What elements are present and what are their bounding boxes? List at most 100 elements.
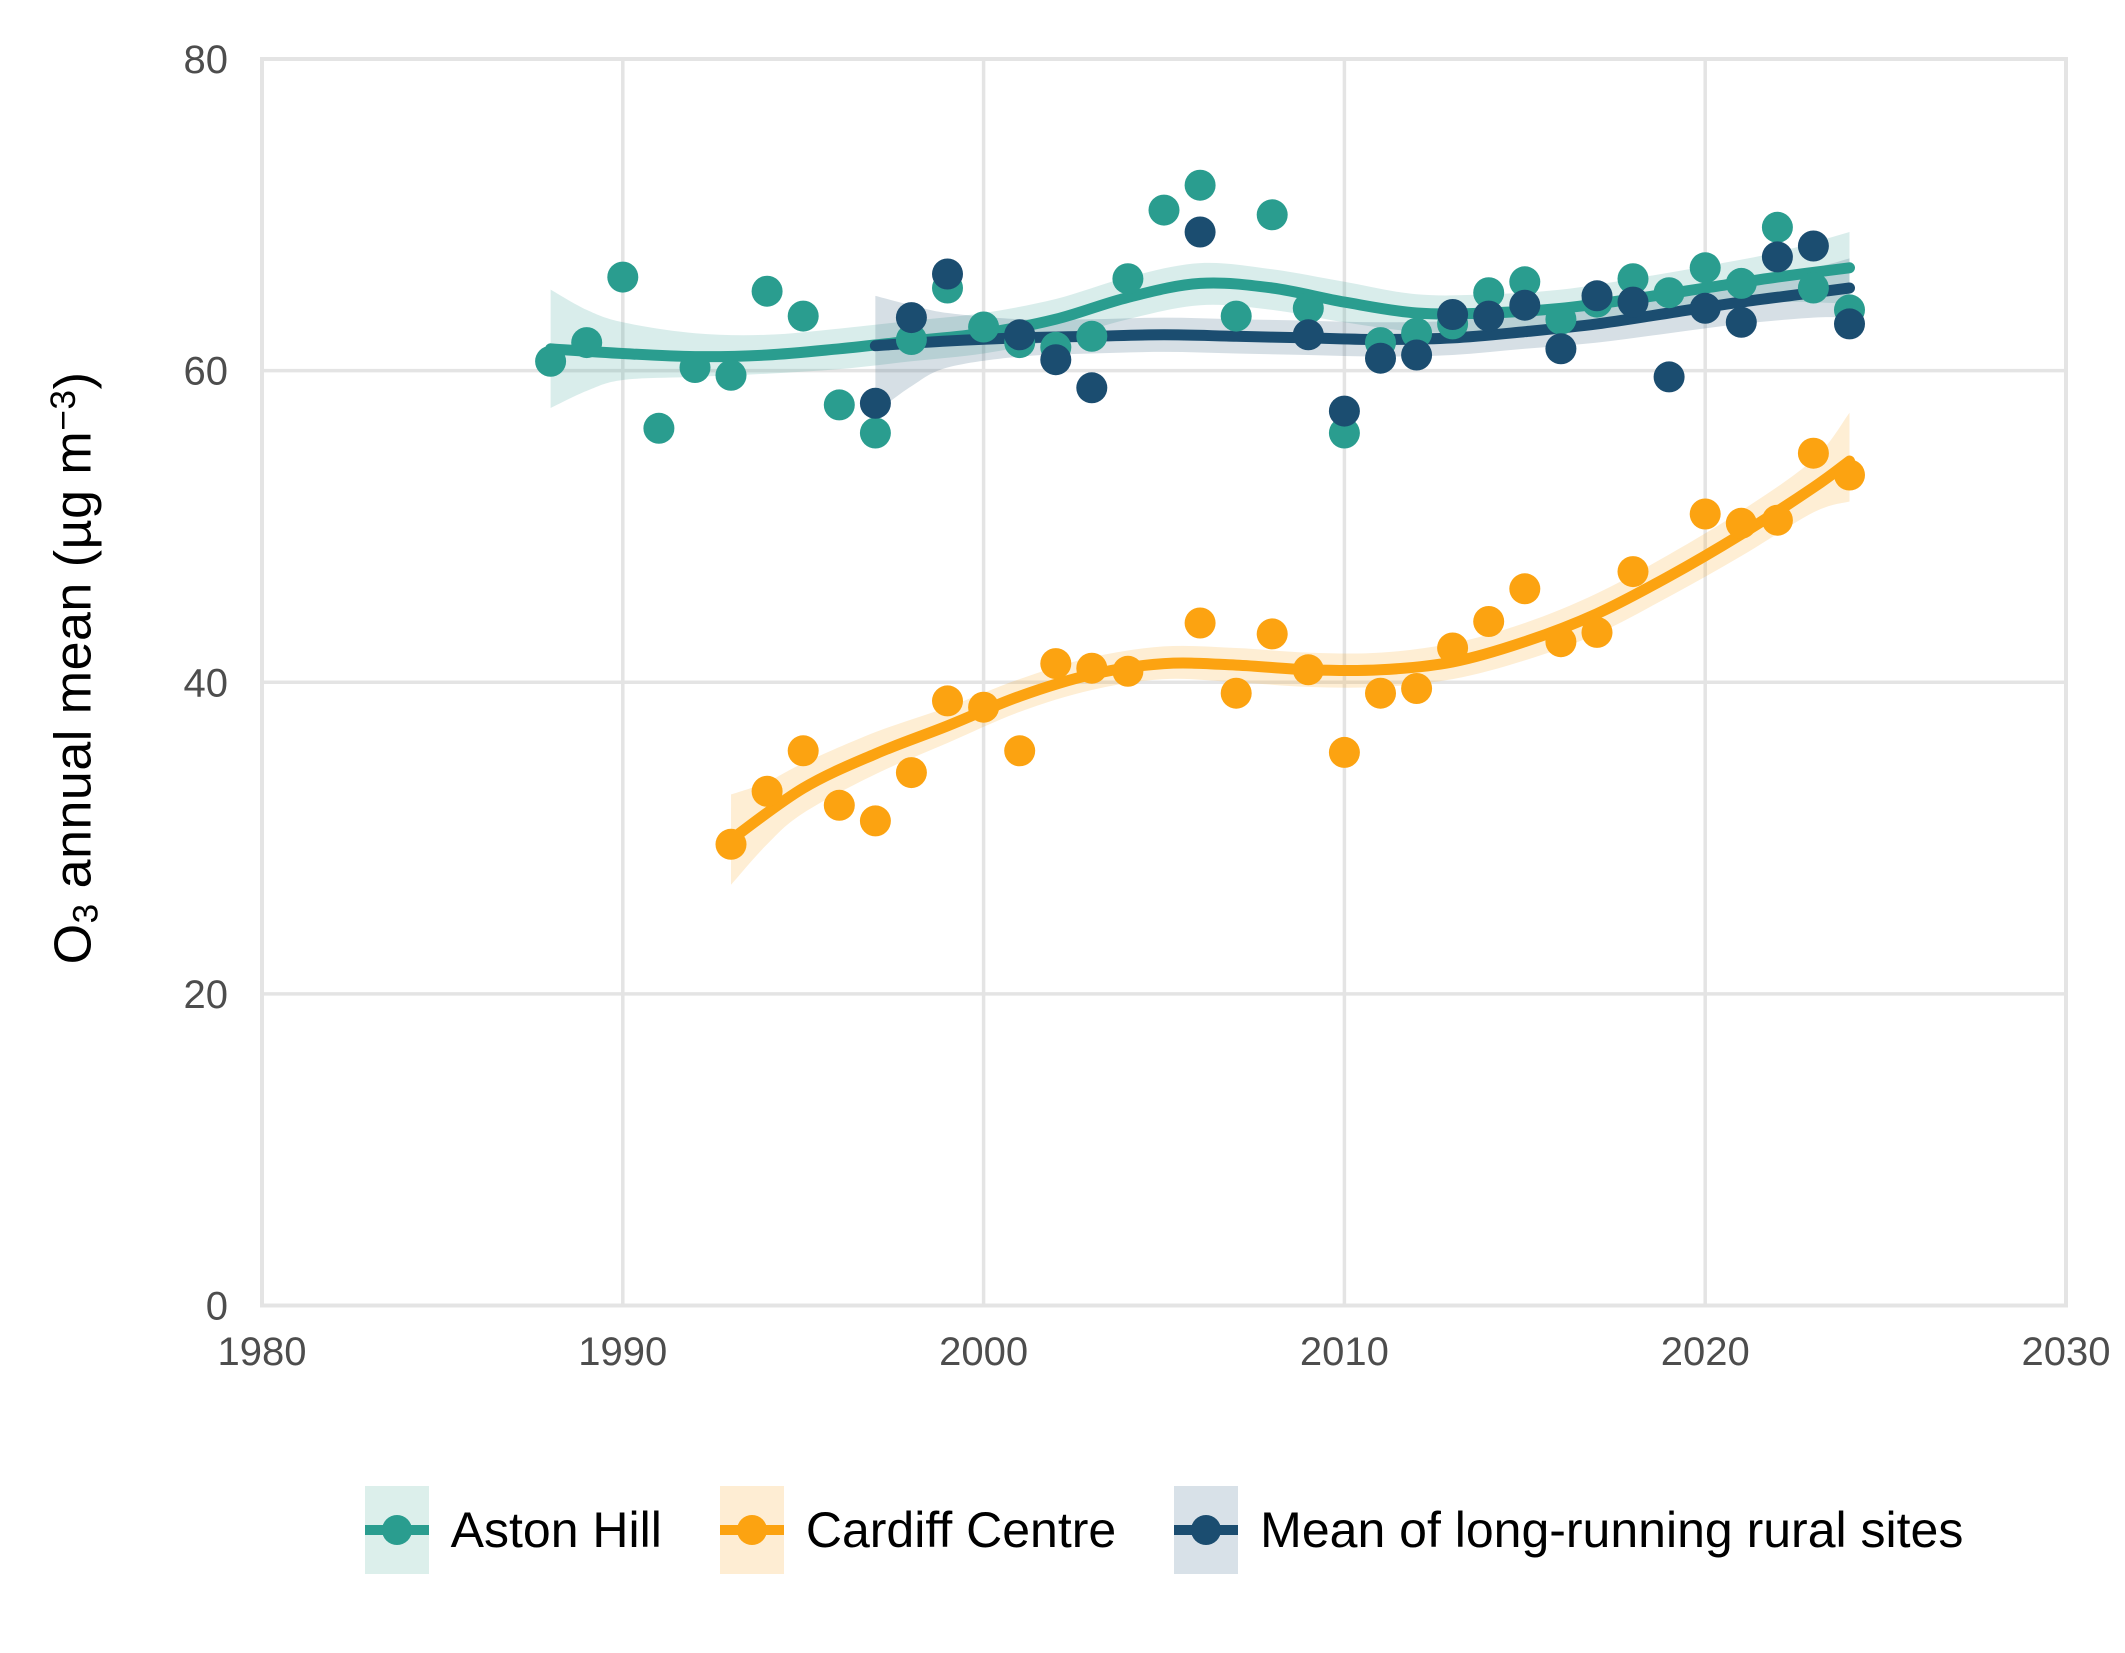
data-point bbox=[1797, 437, 1829, 469]
cardiff-centre-key-icon bbox=[719, 1486, 784, 1574]
data-point bbox=[932, 258, 963, 290]
data-point bbox=[1473, 606, 1505, 637]
data-point bbox=[679, 352, 711, 383]
data-point bbox=[1473, 300, 1505, 332]
x-tick-label: 2030 bbox=[2022, 1330, 2111, 1374]
y-tick-label: 0 bbox=[206, 1285, 228, 1329]
data-point bbox=[1040, 344, 1072, 376]
confidence-band-cardiff-centre bbox=[731, 412, 1850, 885]
x-tick-label: 2020 bbox=[1661, 1330, 1750, 1374]
y-title-superscript: −3 bbox=[44, 389, 84, 431]
data-point bbox=[1112, 655, 1144, 687]
legend-label: Mean of long-running rural sites bbox=[1260, 1502, 1964, 1558]
rural-mean-key-icon bbox=[1174, 1486, 1239, 1574]
data-point bbox=[1617, 286, 1649, 318]
y-axis-title: O3 annual mean (µg m−3) bbox=[43, 372, 106, 965]
data-point bbox=[1184, 216, 1216, 248]
data-point bbox=[1689, 498, 1721, 530]
data-point bbox=[1834, 308, 1865, 340]
data-point bbox=[1401, 673, 1433, 704]
data-point bbox=[1653, 361, 1685, 393]
data-point bbox=[1581, 280, 1613, 312]
data-point bbox=[751, 775, 783, 807]
data-point bbox=[823, 789, 855, 821]
data-point bbox=[571, 327, 603, 359]
data-point bbox=[1761, 241, 1793, 273]
data-point bbox=[1473, 277, 1505, 309]
data-point bbox=[1292, 654, 1324, 686]
data-point bbox=[1725, 267, 1757, 299]
data-point bbox=[1689, 252, 1721, 284]
legend-label: Aston Hill bbox=[450, 1502, 662, 1558]
data-point bbox=[1545, 626, 1577, 658]
data-point bbox=[859, 805, 891, 837]
data-point bbox=[968, 311, 1000, 343]
data-point bbox=[1761, 211, 1793, 243]
data-point bbox=[1545, 333, 1577, 365]
data-point bbox=[932, 685, 963, 717]
data-point bbox=[1689, 292, 1721, 324]
y-title-base: O bbox=[44, 923, 103, 965]
data-point bbox=[1437, 632, 1469, 664]
data-point bbox=[1834, 459, 1865, 491]
data-point bbox=[1220, 300, 1252, 332]
data-point bbox=[1509, 266, 1541, 298]
grid-lines bbox=[260, 57, 2068, 1308]
data-point bbox=[1653, 277, 1685, 309]
data-point bbox=[1256, 618, 1288, 650]
data-point bbox=[968, 691, 1000, 723]
data-point bbox=[1076, 320, 1108, 352]
data-point bbox=[1365, 677, 1396, 709]
data-point bbox=[859, 387, 891, 419]
points-mean-of-long-running-rural-sites bbox=[859, 216, 1865, 427]
y-title-subscript: 3 bbox=[66, 903, 106, 924]
y-tick-label: 20 bbox=[184, 973, 229, 1017]
trend-line-cardiff-centre bbox=[725, 455, 1855, 846]
point-glyph bbox=[736, 1515, 767, 1545]
x-tick-label: 1980 bbox=[218, 1330, 307, 1374]
data-point bbox=[751, 275, 783, 307]
data-point bbox=[1797, 230, 1829, 262]
data-point bbox=[1004, 735, 1036, 767]
data-point bbox=[1365, 342, 1396, 374]
data-point bbox=[1725, 306, 1757, 338]
data-point bbox=[1076, 652, 1108, 684]
legend-item-rural-mean: Mean of long-running rural sites bbox=[1174, 1486, 1963, 1574]
legend-item-aston-hill: Aston Hill bbox=[364, 1486, 662, 1574]
panel-border bbox=[260, 57, 2068, 1308]
y-title-end: ) bbox=[44, 371, 103, 390]
data-point bbox=[1328, 736, 1360, 768]
data-point bbox=[1437, 299, 1469, 330]
point-glyph bbox=[381, 1515, 412, 1545]
data-point bbox=[1328, 395, 1360, 427]
y-tick-label: 60 bbox=[184, 350, 229, 394]
data-point bbox=[787, 300, 819, 332]
data-point bbox=[1256, 199, 1288, 231]
points-aston-hill bbox=[535, 169, 1865, 449]
y-tick-label: 80 bbox=[184, 38, 229, 82]
data-point bbox=[787, 735, 819, 767]
data-point bbox=[715, 359, 747, 391]
data-point bbox=[1004, 319, 1036, 351]
data-point bbox=[895, 324, 927, 355]
data-point bbox=[1581, 616, 1613, 648]
data-point bbox=[1184, 169, 1216, 201]
data-point bbox=[1148, 194, 1180, 226]
legend: Aston Hill Cardiff Centre Mean of long-r… bbox=[262, 1480, 2066, 1580]
data-point bbox=[823, 389, 855, 421]
data-point bbox=[1076, 372, 1108, 404]
y-title-mid: annual mean (µg m bbox=[44, 430, 103, 904]
data-point bbox=[1040, 648, 1072, 680]
data-point bbox=[1292, 319, 1324, 351]
data-point bbox=[643, 412, 675, 444]
x-tick-label: 2010 bbox=[1300, 1330, 1389, 1374]
point-glyph bbox=[1191, 1515, 1222, 1545]
data-point bbox=[535, 345, 567, 377]
data-point bbox=[859, 417, 891, 449]
data-point bbox=[715, 828, 747, 860]
data-point bbox=[1617, 556, 1649, 588]
data-point bbox=[1617, 263, 1649, 295]
legend-item-cardiff-centre: Cardiff Centre bbox=[719, 1486, 1116, 1574]
data-point bbox=[1509, 573, 1541, 605]
